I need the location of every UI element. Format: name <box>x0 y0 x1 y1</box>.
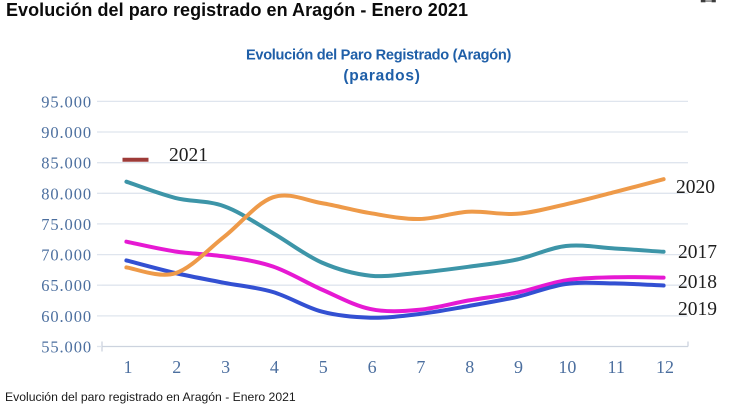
svg-text:2: 2 <box>172 357 181 377</box>
svg-text:12: 12 <box>656 357 674 377</box>
svg-text:4: 4 <box>270 357 279 377</box>
svg-text:7: 7 <box>416 357 425 377</box>
svg-text:95.000: 95.000 <box>41 92 92 111</box>
svg-text:80.000: 80.000 <box>41 184 92 203</box>
svg-text:2017: 2017 <box>678 242 717 263</box>
svg-text:2021: 2021 <box>169 145 208 166</box>
svg-text:70.000: 70.000 <box>41 246 92 265</box>
svg-text:75.000: 75.000 <box>41 215 92 234</box>
svg-text:2019: 2019 <box>678 299 717 320</box>
svg-text:5: 5 <box>319 357 328 377</box>
svg-text:3: 3 <box>221 357 230 377</box>
svg-text:6: 6 <box>368 357 377 377</box>
svg-text:2018: 2018 <box>678 272 717 293</box>
svg-text:8: 8 <box>465 357 474 377</box>
svg-text:85.000: 85.000 <box>41 154 92 173</box>
svg-text:Evolución del Paro Registrado: Evolución del Paro Registrado (Aragón) <box>246 48 512 64</box>
svg-text:55.000: 55.000 <box>41 338 92 357</box>
svg-text:9: 9 <box>514 357 523 377</box>
svg-text:11: 11 <box>608 357 625 377</box>
svg-text:60.000: 60.000 <box>41 307 92 326</box>
svg-text:10: 10 <box>558 357 576 377</box>
svg-text:1: 1 <box>124 357 133 377</box>
svg-text:65.000: 65.000 <box>41 276 92 295</box>
svg-text:(parados): (parados) <box>343 68 420 85</box>
svg-text:90.000: 90.000 <box>41 123 92 142</box>
svg-text:2020: 2020 <box>676 177 715 198</box>
